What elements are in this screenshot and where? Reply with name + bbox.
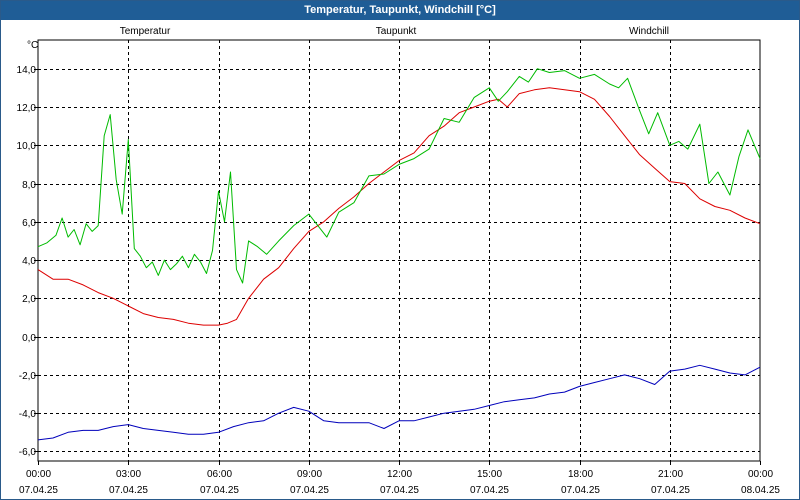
y-axis-unit-label: °C [27, 40, 38, 51]
x-tick-date-label: 07.04.25 [380, 485, 419, 496]
x-tick-date-label: 07.04.25 [19, 485, 58, 496]
x-tick-date-label: 07.04.25 [651, 485, 690, 496]
y-tick-label: 0,0 [22, 333, 36, 344]
series-line-temperatur [37, 87, 761, 326]
x-tick-time-label: 12:00 [387, 469, 412, 480]
axes-layer: °C [27, 39, 761, 462]
x-tick-time-label: 00:00 [748, 469, 773, 480]
y-tick-label: 14,0 [17, 65, 37, 76]
x-tick-date-label: 07.04.25 [290, 485, 329, 496]
grid-layer [34, 40, 761, 465]
y-tick-label: 4,0 [22, 256, 36, 267]
series-layer [37, 68, 761, 441]
y-tick-label: -6,0 [19, 447, 37, 458]
x-tick-date-label: 07.04.25 [470, 485, 509, 496]
x-tick-date-label: 07.04.25 [561, 485, 600, 496]
x-tick-labels: 00:00 07.04.25 03:00 07.04.25 06:00 07.04.25 0… [19, 469, 780, 496]
x-tick-time-label: 09:00 [297, 469, 322, 480]
y-tick-label: 12,0 [17, 103, 37, 114]
legend: Temperatur Taupunkt Windchill [120, 26, 669, 37]
x-tick-time-label: 15:00 [477, 469, 502, 480]
x-tick-date-label: 07.04.25 [200, 485, 239, 496]
y-tick-label: 10,0 [17, 141, 37, 152]
y-tick-label: 2,0 [22, 294, 36, 305]
x-tick-time-label: 03:00 [116, 469, 141, 480]
x-tick-time-label: 00:00 [26, 469, 51, 480]
legend-entry-temperatur: Temperatur [120, 26, 171, 37]
y-tick-label: -4,0 [19, 409, 37, 420]
series-line-taupunkt [37, 364, 761, 441]
window-title: Temperatur, Taupunkt, Windchill [°C] [1, 1, 799, 20]
y-tick-label: -2,0 [19, 371, 37, 382]
x-tick-time-label: 21:00 [658, 469, 683, 480]
x-tick-time-label: 18:00 [568, 469, 593, 480]
y-tick-labels: 14,0 12,0 10,0 8,0 6,0 4,0 2,0 0,0 -2,0 -4,0 -6,0 [17, 65, 37, 458]
plot-area-border [37, 39, 761, 462]
legend-entry-windchill: Windchill [629, 26, 669, 37]
y-tick-label: 8,0 [22, 180, 36, 191]
legend-entry-taupunkt: Taupunkt [376, 26, 417, 37]
x-tick-date-label: 07.04.25 [109, 485, 148, 496]
y-tick-label: 6,0 [22, 218, 36, 229]
x-tick-date-label: 08.04.25 [741, 485, 780, 496]
series-line-windchill [37, 68, 761, 284]
x-tick-time-label: 06:00 [207, 469, 232, 480]
